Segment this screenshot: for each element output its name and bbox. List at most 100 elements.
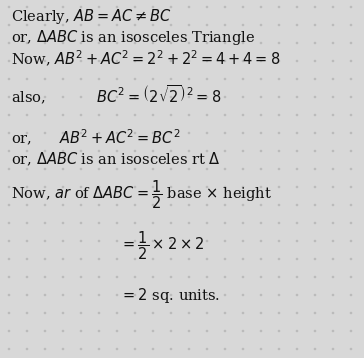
Circle shape (80, 24, 82, 25)
Circle shape (98, 348, 100, 350)
Circle shape (116, 187, 118, 188)
Circle shape (134, 132, 136, 134)
Circle shape (27, 276, 28, 277)
Circle shape (8, 241, 9, 242)
Circle shape (224, 276, 226, 277)
Circle shape (332, 294, 333, 296)
Circle shape (27, 24, 28, 25)
Circle shape (224, 330, 226, 332)
Circle shape (189, 115, 190, 116)
Circle shape (351, 187, 352, 188)
Circle shape (242, 115, 244, 116)
Circle shape (206, 258, 207, 260)
Circle shape (98, 187, 100, 188)
Circle shape (44, 294, 46, 296)
Circle shape (351, 42, 352, 44)
Circle shape (296, 24, 298, 25)
Circle shape (98, 204, 100, 205)
Circle shape (116, 258, 118, 260)
Circle shape (224, 61, 226, 62)
Circle shape (44, 115, 46, 116)
Circle shape (224, 42, 226, 44)
Text: also,           $BC^2 = \left(2\sqrt{2}\right)^2 = 8$: also, $BC^2 = \left(2\sqrt{2}\right)^2 =… (11, 84, 221, 106)
Circle shape (260, 96, 262, 98)
Circle shape (170, 348, 171, 350)
Circle shape (206, 6, 207, 8)
Circle shape (153, 330, 154, 332)
Circle shape (62, 61, 64, 62)
Circle shape (189, 42, 190, 44)
Circle shape (8, 222, 9, 224)
Circle shape (351, 258, 352, 260)
Circle shape (62, 330, 64, 332)
Circle shape (332, 276, 333, 277)
Circle shape (242, 258, 244, 260)
Circle shape (189, 348, 190, 350)
Circle shape (278, 258, 280, 260)
Circle shape (224, 187, 226, 188)
Circle shape (8, 132, 9, 134)
Circle shape (153, 96, 154, 98)
Circle shape (80, 241, 82, 242)
Circle shape (8, 330, 9, 332)
Circle shape (8, 42, 9, 44)
Circle shape (189, 187, 190, 188)
Circle shape (62, 204, 64, 205)
Circle shape (27, 96, 28, 98)
Circle shape (314, 96, 316, 98)
Circle shape (8, 313, 9, 314)
Circle shape (260, 150, 262, 151)
Circle shape (260, 42, 262, 44)
Circle shape (134, 313, 136, 314)
Circle shape (8, 258, 9, 260)
Circle shape (170, 61, 171, 62)
Circle shape (62, 6, 64, 8)
Circle shape (8, 24, 9, 25)
Circle shape (351, 348, 352, 350)
Circle shape (260, 6, 262, 8)
Circle shape (134, 24, 136, 25)
Circle shape (8, 6, 9, 8)
Circle shape (116, 78, 118, 79)
Circle shape (278, 241, 280, 242)
Circle shape (242, 6, 244, 8)
Circle shape (332, 150, 333, 151)
Circle shape (206, 241, 207, 242)
Circle shape (314, 42, 316, 44)
Circle shape (332, 78, 333, 79)
Circle shape (332, 168, 333, 170)
Circle shape (134, 241, 136, 242)
Circle shape (44, 258, 46, 260)
Circle shape (116, 96, 118, 98)
Circle shape (44, 132, 46, 134)
Circle shape (80, 6, 82, 8)
Circle shape (44, 241, 46, 242)
Circle shape (153, 115, 154, 116)
Circle shape (27, 42, 28, 44)
Circle shape (170, 6, 171, 8)
Circle shape (170, 78, 171, 79)
Circle shape (116, 24, 118, 25)
Circle shape (153, 168, 154, 170)
Text: Now, $AB^2 + AC^2 = 2^2 + 2^2 = 4 + 4 = 8$: Now, $AB^2 + AC^2 = 2^2 + 2^2 = 4 + 4 = … (11, 49, 280, 69)
Circle shape (27, 115, 28, 116)
Circle shape (80, 168, 82, 170)
Circle shape (242, 222, 244, 224)
Circle shape (278, 132, 280, 134)
Circle shape (314, 294, 316, 296)
Circle shape (332, 6, 333, 8)
Circle shape (134, 6, 136, 8)
Text: or,      $AB^2 + AC^2 = BC^2$: or, $AB^2 + AC^2 = BC^2$ (11, 128, 181, 148)
Circle shape (98, 150, 100, 151)
Circle shape (44, 204, 46, 205)
Circle shape (8, 348, 9, 350)
Circle shape (27, 61, 28, 62)
Circle shape (170, 132, 171, 134)
Circle shape (153, 24, 154, 25)
Circle shape (260, 204, 262, 205)
Circle shape (242, 330, 244, 332)
Circle shape (116, 313, 118, 314)
Circle shape (314, 276, 316, 277)
Circle shape (332, 330, 333, 332)
Circle shape (224, 168, 226, 170)
